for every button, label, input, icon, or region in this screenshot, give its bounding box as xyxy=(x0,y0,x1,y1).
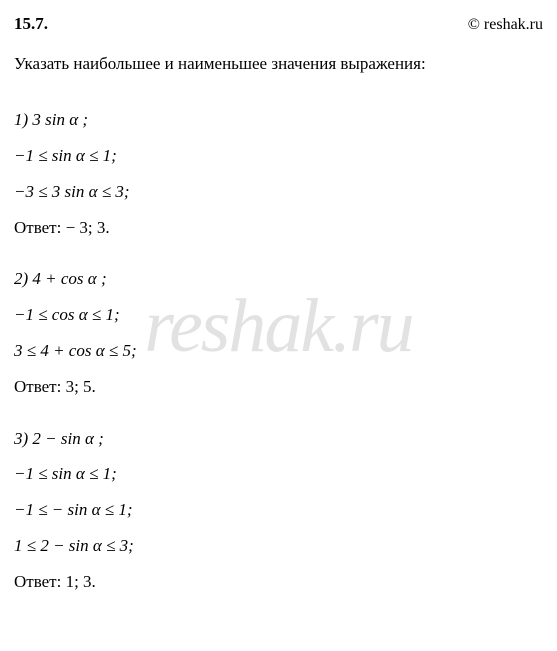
sub2-title: 2) 4 + cos α ; xyxy=(14,267,543,291)
sub1-line1: −1 ≤ sin α ≤ 1; xyxy=(14,144,543,168)
task-description: Указать наибольшее и наименьшее значения… xyxy=(14,52,543,76)
sub3-answer: Ответ: 1; 3. xyxy=(14,570,543,594)
sub3-line3: 1 ≤ 2 − sin α ≤ 3; xyxy=(14,534,543,558)
copyright-text: © reshak.ru xyxy=(468,14,543,36)
header-row: 15.7. © reshak.ru xyxy=(14,12,543,36)
subproblem-2: 2) 4 + cos α ; −1 ≤ cos α ≤ 1; 3 ≤ 4 + c… xyxy=(14,267,543,398)
sub1-line2: −3 ≤ 3 sin α ≤ 3; xyxy=(14,180,543,204)
sub3-line1: −1 ≤ sin α ≤ 1; xyxy=(14,462,543,486)
sub1-title: 1) 3 sin α ; xyxy=(14,108,543,132)
sub2-line1: −1 ≤ cos α ≤ 1; xyxy=(14,303,543,327)
sub3-line2: −1 ≤ − sin α ≤ 1; xyxy=(14,498,543,522)
subproblem-1: 1) 3 sin α ; −1 ≤ sin α ≤ 1; −3 ≤ 3 sin … xyxy=(14,108,543,239)
sub3-title: 3) 2 − sin α ; xyxy=(14,427,543,451)
problem-number: 15.7. xyxy=(14,12,48,36)
sub1-answer: Ответ: − 3; 3. xyxy=(14,216,543,240)
page-content: 15.7. © reshak.ru Указать наибольшее и н… xyxy=(14,12,543,594)
subproblem-3: 3) 2 − sin α ; −1 ≤ sin α ≤ 1; −1 ≤ − si… xyxy=(14,427,543,594)
sub2-line2: 3 ≤ 4 + cos α ≤ 5; xyxy=(14,339,543,363)
sub2-answer: Ответ: 3; 5. xyxy=(14,375,543,399)
